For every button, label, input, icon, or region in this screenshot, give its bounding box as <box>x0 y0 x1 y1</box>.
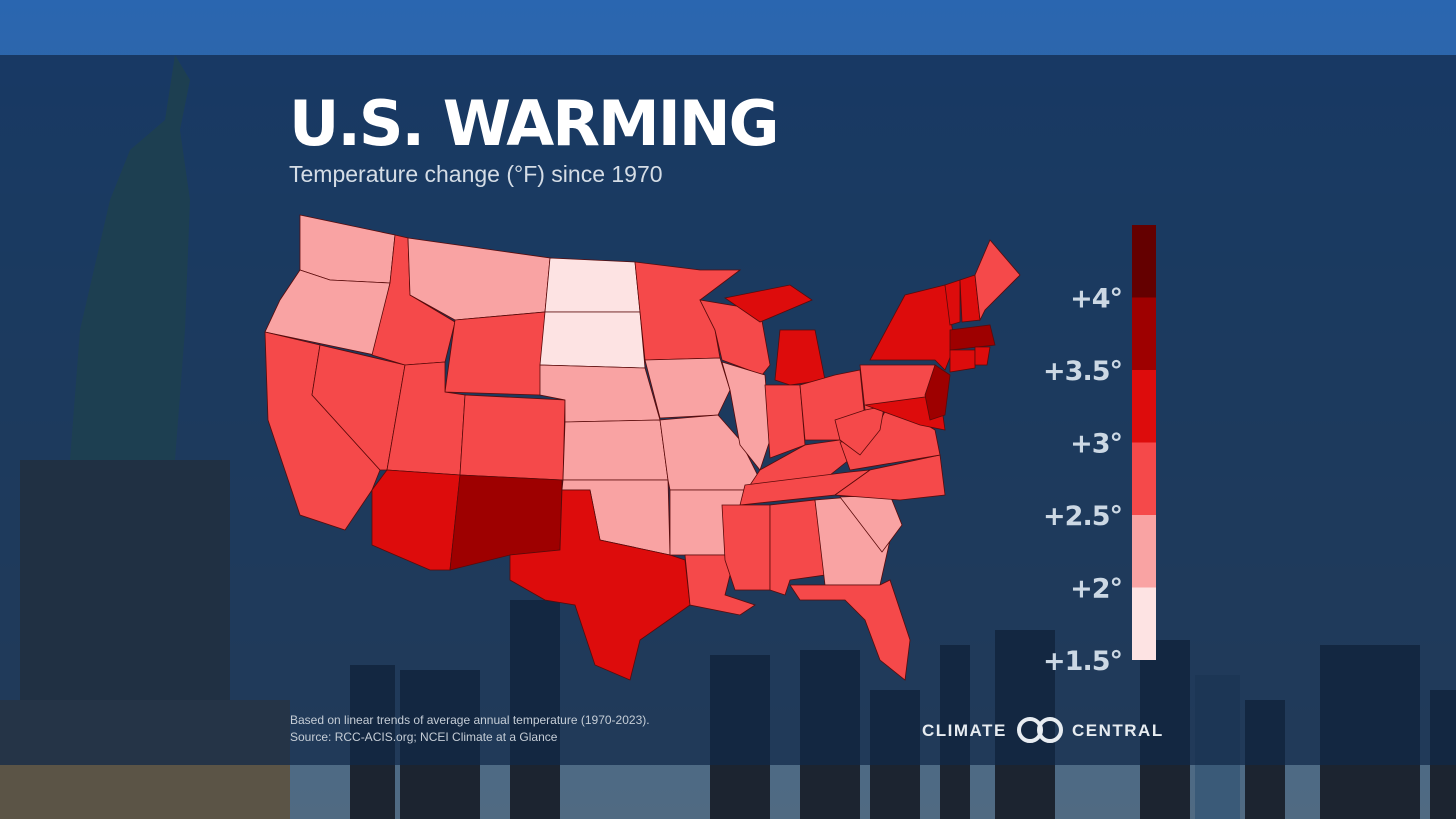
subtitle: Temperature change (°F) since 1970 <box>289 161 663 187</box>
state <box>764 384 806 459</box>
map <box>264 214 1021 681</box>
state <box>974 239 1021 322</box>
legend-swatch <box>1132 297 1156 370</box>
footnote: Source: RCC-ACIS.org; NCEI Climate at a … <box>290 730 558 744</box>
overlay-panel <box>0 55 1456 765</box>
state <box>944 279 961 326</box>
state <box>723 284 813 323</box>
legend-tick-label: +3.5° <box>1043 356 1122 387</box>
state <box>974 346 991 366</box>
state <box>562 419 669 481</box>
legend: +4° +3.5° +3° +2.5° +2° +1.5° <box>1043 225 1156 677</box>
legend-tick-label: +1.5° <box>1043 646 1122 677</box>
state <box>949 349 976 373</box>
logo-mark <box>1017 717 1063 743</box>
logo-text: CLIMATE <box>922 721 1007 740</box>
state <box>833 454 946 501</box>
legend-swatch <box>1132 225 1156 298</box>
footnote: Based on linear trends of average annual… <box>290 713 650 727</box>
title: U.S. WARMING <box>289 87 778 160</box>
legend-tick-label: +2.5° <box>1043 501 1122 532</box>
legend-tick-label: +2° <box>1070 574 1122 605</box>
logo-text: CENTRAL <box>1072 721 1164 740</box>
state <box>949 324 996 351</box>
state <box>539 311 646 369</box>
state <box>864 394 946 431</box>
legend-tick-label: +3° <box>1070 429 1122 460</box>
legend-tick-label: +4° <box>1070 284 1122 315</box>
legend-swatch <box>1132 370 1156 443</box>
state <box>644 357 731 419</box>
state <box>444 311 546 396</box>
state <box>721 504 771 591</box>
state <box>311 344 406 471</box>
state <box>924 364 951 421</box>
state <box>459 394 566 481</box>
state <box>544 257 641 313</box>
legend-swatch <box>1132 515 1156 588</box>
state <box>789 579 911 681</box>
legend-swatch <box>1132 442 1156 515</box>
state <box>509 489 691 681</box>
legend-swatch <box>1132 587 1156 660</box>
